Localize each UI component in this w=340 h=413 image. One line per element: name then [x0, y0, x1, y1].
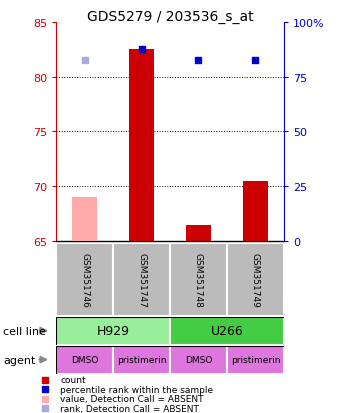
- Bar: [170, 346, 227, 374]
- Text: agent: agent: [3, 355, 36, 365]
- Text: DMSO: DMSO: [71, 355, 98, 364]
- Bar: [129, 50, 154, 242]
- Text: pristimerin: pristimerin: [117, 355, 166, 364]
- Text: GSM351746: GSM351746: [80, 252, 89, 307]
- Text: GSM351749: GSM351749: [251, 252, 260, 307]
- Bar: [56, 244, 113, 316]
- Text: GSM351747: GSM351747: [137, 252, 146, 307]
- Bar: [56, 317, 170, 345]
- Text: U266: U266: [210, 324, 243, 337]
- Text: value, Detection Call = ABSENT: value, Detection Call = ABSENT: [60, 394, 204, 403]
- Bar: [113, 244, 170, 316]
- Text: cell line: cell line: [3, 326, 46, 336]
- Bar: [186, 225, 211, 242]
- Bar: [72, 198, 97, 242]
- Text: count: count: [60, 375, 86, 384]
- Bar: [170, 244, 227, 316]
- Text: GSM351748: GSM351748: [194, 252, 203, 307]
- Text: percentile rank within the sample: percentile rank within the sample: [60, 385, 213, 394]
- Text: pristimerin: pristimerin: [231, 355, 280, 364]
- Text: rank, Detection Call = ABSENT: rank, Detection Call = ABSENT: [60, 404, 199, 413]
- Text: DMSO: DMSO: [185, 355, 212, 364]
- Bar: [113, 346, 170, 374]
- Text: GDS5279 / 203536_s_at: GDS5279 / 203536_s_at: [87, 10, 253, 24]
- Bar: [243, 181, 268, 242]
- Bar: [56, 346, 113, 374]
- Bar: [170, 317, 284, 345]
- Text: H929: H929: [97, 324, 130, 337]
- Bar: [227, 244, 284, 316]
- Bar: [227, 346, 284, 374]
